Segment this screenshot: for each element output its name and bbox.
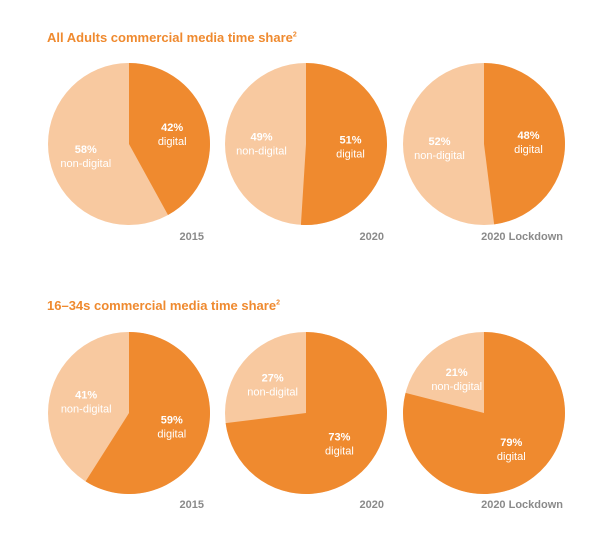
data-label-digital-percent: 42% [161, 122, 183, 134]
data-label-non-digital-percent: 52% [428, 136, 450, 148]
pie-year-label: 2020 [360, 231, 384, 243]
data-label-non-digital-name: non-digital [247, 387, 298, 399]
data-label-non-digital-percent: 27% [262, 373, 284, 385]
data-label-digital-percent: 48% [517, 130, 539, 142]
pie-slice-digital [225, 332, 388, 494]
pie-slice-digital [484, 63, 565, 225]
data-label-non-digital-percent: 49% [250, 132, 272, 144]
footnote-marker: 2 [276, 299, 280, 307]
data-label-digital-percent: 59% [161, 414, 183, 426]
data-label-non-digital-name: non-digital [414, 150, 465, 162]
data-label-non-digital-name: non-digital [60, 158, 111, 170]
data-label-non-digital-name: non-digital [236, 146, 287, 158]
data-label-digital-name: digital [325, 446, 354, 458]
pie-year-label: 2020 Lockdown [481, 231, 563, 243]
footnote-marker: 2 [292, 31, 297, 39]
chart-title-text: 16–34s commercial media time share [47, 298, 277, 313]
chart-title-text: All Adults commercial media time share [47, 30, 293, 45]
data-label-non-digital-name: non-digital [61, 404, 112, 416]
data-label-digital-percent: 73% [328, 432, 350, 444]
data-label-non-digital-name: non-digital [431, 381, 482, 393]
pie-year-label: 2015 [180, 499, 204, 511]
data-label-digital-name: digital [158, 136, 187, 148]
pie-slice-digital [85, 332, 211, 494]
chart-title-all-adults: All Adults commercial media time share2 [47, 30, 297, 45]
data-label-digital-name: digital [336, 148, 365, 160]
data-label-digital-name: digital [514, 144, 543, 156]
data-label-digital-percent: 79% [500, 437, 522, 449]
data-label-digital-name: digital [157, 428, 186, 440]
chart-title-16-34s: 16–34s commercial media time share2 [47, 298, 280, 313]
data-label-non-digital-percent: 21% [446, 367, 468, 379]
data-label-non-digital-percent: 58% [75, 144, 97, 156]
pie-slice-digital [129, 63, 210, 215]
pie-year-label: 2020 Lockdown [481, 499, 563, 511]
data-label-non-digital-percent: 41% [75, 390, 97, 402]
pie-slice-digital [402, 332, 565, 495]
data-label-digital-percent: 51% [339, 134, 361, 146]
data-label-digital-name: digital [497, 451, 526, 463]
pie-slice-digital [300, 63, 387, 226]
pie-year-label: 2020 [360, 499, 384, 511]
pie-year-label: 2015 [180, 231, 204, 243]
